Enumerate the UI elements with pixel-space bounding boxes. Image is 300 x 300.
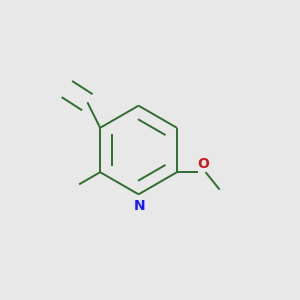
Text: N: N [133, 200, 145, 214]
Text: O: O [197, 157, 208, 171]
